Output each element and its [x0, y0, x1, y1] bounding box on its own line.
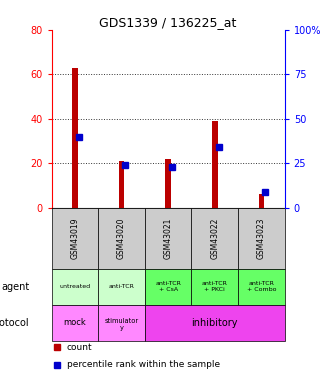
Text: anti-TCR
+ PKCi: anti-TCR + PKCi	[202, 281, 228, 292]
Text: protocol: protocol	[0, 318, 29, 328]
Text: stimulator
y: stimulator y	[105, 318, 139, 331]
Bar	[72, 68, 78, 207]
Bar	[259, 194, 264, 207]
Text: percentile rank within the sample: percentile rank within the sample	[67, 360, 220, 369]
Bar	[166, 159, 171, 207]
Bar	[52, 304, 98, 341]
Text: GSM43020: GSM43020	[117, 217, 126, 259]
Bar	[212, 121, 217, 207]
Text: GSM43023: GSM43023	[257, 217, 266, 259]
Bar	[238, 207, 285, 268]
Title: GDS1339 / 136225_at: GDS1339 / 136225_at	[100, 16, 237, 29]
Bar	[52, 207, 98, 268]
Bar	[191, 268, 238, 304]
Bar	[98, 268, 145, 304]
Bar	[145, 304, 285, 341]
Bar	[98, 207, 145, 268]
Text: inhibitory: inhibitory	[191, 318, 238, 328]
Text: anti-TCR: anti-TCR	[109, 284, 135, 289]
Text: agent: agent	[1, 282, 29, 292]
Bar	[119, 161, 124, 207]
Text: GSM43021: GSM43021	[164, 217, 173, 259]
Text: anti-TCR
+ CsA: anti-TCR + CsA	[155, 281, 181, 292]
Text: untreated: untreated	[59, 284, 91, 289]
Bar	[145, 268, 191, 304]
Bar	[145, 207, 191, 268]
Text: GSM43019: GSM43019	[70, 217, 80, 259]
Bar	[52, 268, 98, 304]
Text: count: count	[67, 343, 92, 352]
Bar	[98, 304, 145, 341]
Text: GSM43022: GSM43022	[210, 217, 219, 259]
Bar	[191, 207, 238, 268]
Bar	[238, 268, 285, 304]
Text: mock: mock	[64, 318, 86, 327]
Text: anti-TCR
+ Combo: anti-TCR + Combo	[247, 281, 276, 292]
